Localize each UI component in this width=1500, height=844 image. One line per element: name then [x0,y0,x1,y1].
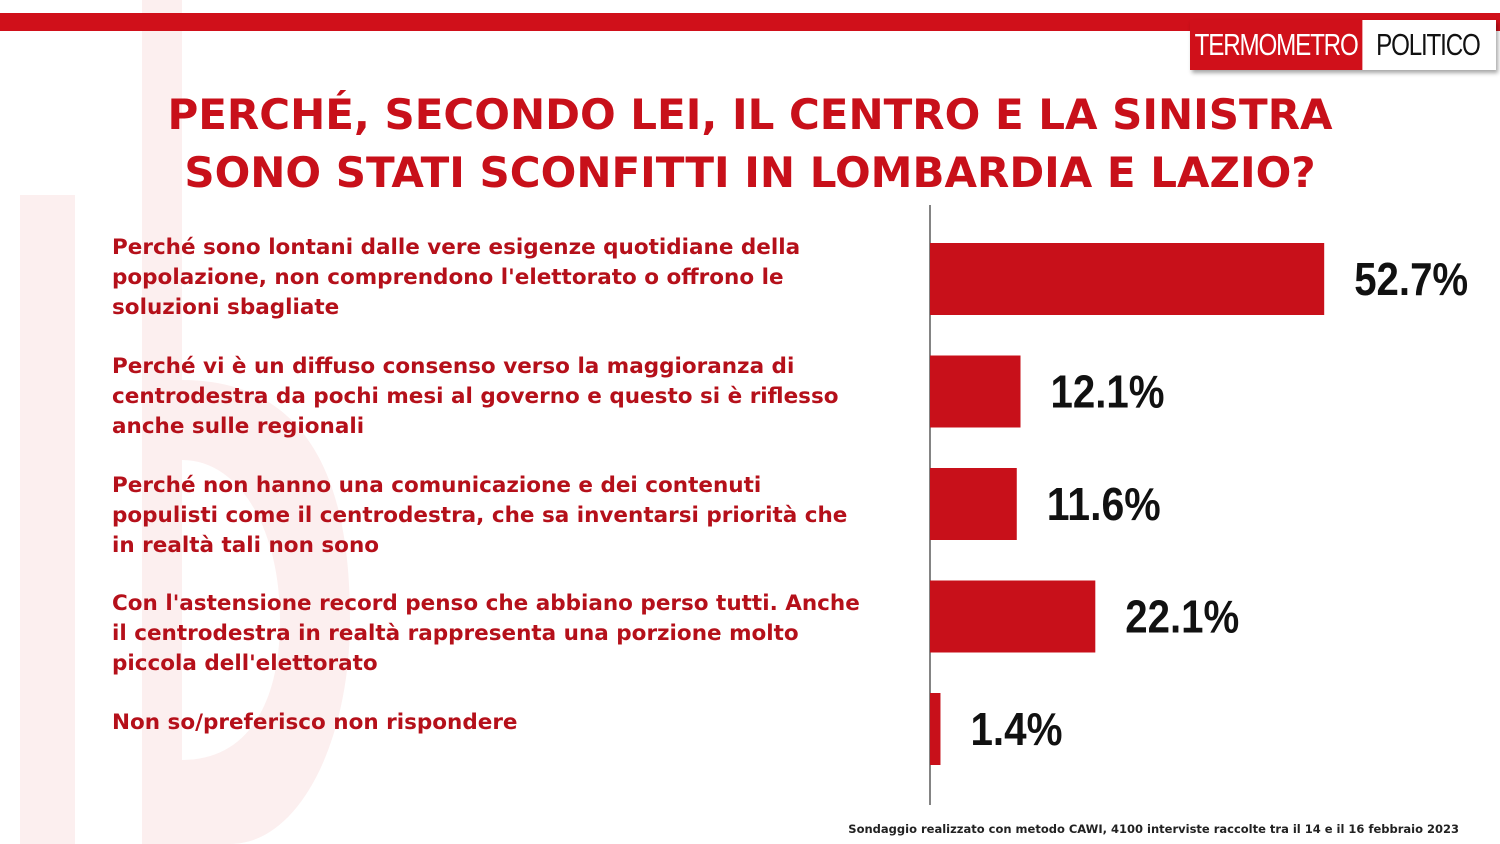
top-accent-stripe [0,13,1500,31]
bar-1 [930,243,1325,315]
bar-value-label-5: 1.4% [970,703,1062,755]
answer-label-line: Con l'astensione record penso che abbian… [112,591,860,616]
answer-label-line: Perché vi è un diffuso consenso verso la… [112,354,795,379]
answer-label-line: centrodestra da pochi mesi al governo e … [112,384,839,409]
title-line-2: SONO STATI SCONFITTI IN LOMBARDIA E LAZI… [184,148,1316,197]
answer-label-line: il centrodestra in realtà rappresenta un… [112,621,799,646]
bar-5 [930,693,941,765]
answer-label-line: Non so/preferisco non rispondere [112,710,518,735]
answer-label-line: populisti come il centrodestra, che sa i… [112,503,848,528]
answer-label-line: anche sulle regionali [112,414,365,439]
answer-label-4: Con l'astensione record penso che abbian… [112,589,922,679]
bar-value-label-3: 11.6% [1047,478,1161,530]
bar-3 [930,468,1017,540]
chart-title: PERCHÉ, SECONDO LEI, IL CENTRO E LA SINI… [0,86,1500,202]
bar-value-label-4: 22.1% [1125,591,1239,643]
bar-value-label-1: 52.7% [1354,253,1468,305]
answer-label-1: Perché sono lontani dalle vere esigenze … [112,233,922,323]
answer-label-2: Perché vi è un diffuso consenso verso la… [112,352,922,442]
bar-2 [930,355,1021,428]
answer-label-line: Perché sono lontani dalle vere esigenze … [112,235,801,260]
survey-footnote: Sondaggio realizzato con metodo CAWI, 41… [848,822,1459,836]
logo-part-termometro: TERMOMETRO [1190,20,1363,70]
title-line-1: PERCHÉ, SECONDO LEI, IL CENTRO E LA SINI… [167,90,1333,139]
answer-label-line: soluzioni sbagliate [112,295,340,320]
logo-part-politico: POLITICO [1375,27,1481,62]
answer-label-3: Perché non hanno una comunicazione e dei… [112,471,922,561]
answer-label-5: Non so/preferisco non rispondere [112,708,922,738]
bar-value-label-2: 12.1% [1051,366,1165,418]
answer-label-line: in realtà tali non sono [112,533,380,558]
answer-label-line: piccola dell'elettorato [112,651,378,676]
answer-label-line: Perché non hanno una comunicazione e dei… [112,473,762,498]
termometro-politico-logo: TERMOMETRO POLITICO [1190,20,1496,70]
bar-4 [930,580,1096,653]
answer-label-line: popolazione, non comprendono l'elettorat… [112,265,784,290]
